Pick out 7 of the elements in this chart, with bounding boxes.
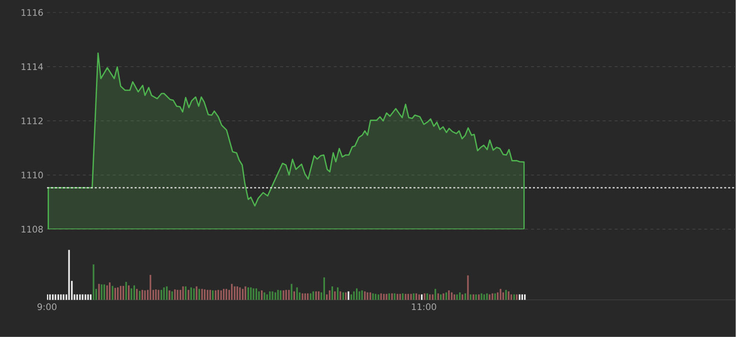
x-tick-label: 11:00: [412, 303, 436, 310]
y-tick-label: 1114: [22, 63, 43, 70]
y-tick-label: 1108: [22, 226, 43, 233]
x-tick-label: 9:00: [37, 303, 56, 310]
y-tick-label: 1110: [22, 172, 43, 178]
y-tick-label: 1112: [22, 118, 43, 124]
y-tick-label: 1116: [22, 9, 43, 16]
